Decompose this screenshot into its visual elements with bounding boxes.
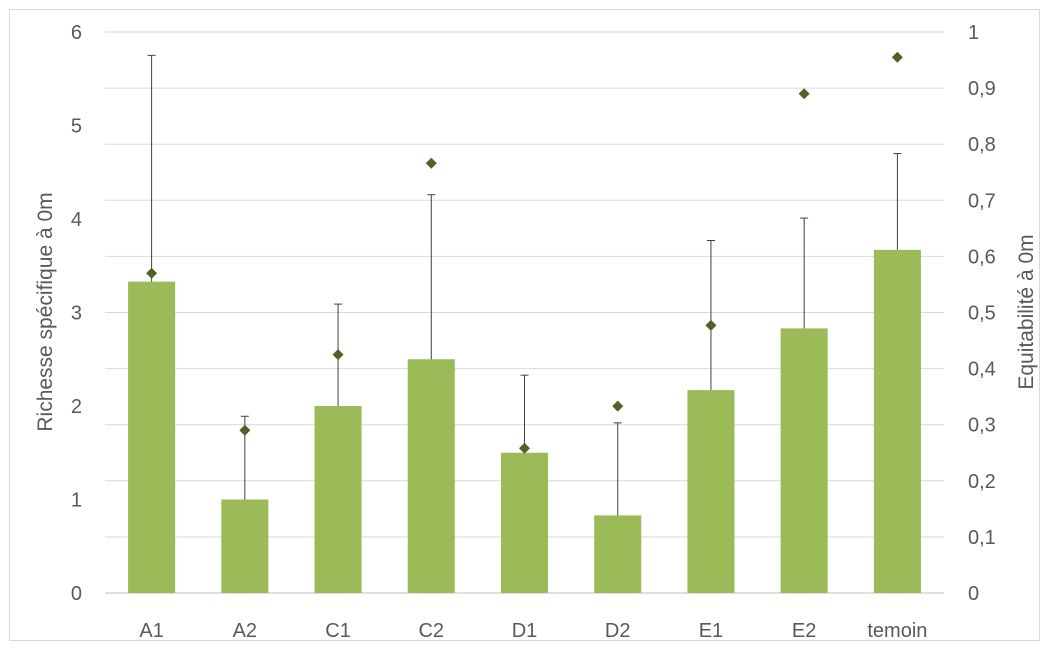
right-tick-label: 0,1 xyxy=(968,527,996,549)
right-tick-label: 0,6 xyxy=(968,246,996,268)
diamond-marker xyxy=(798,88,810,100)
x-tick-label: C2 xyxy=(418,620,444,642)
x-tick-label: temoin xyxy=(867,620,927,642)
right-tick-label: 0,5 xyxy=(968,303,996,325)
left-tick-label: 5 xyxy=(71,116,82,138)
x-tick-label: D1 xyxy=(512,620,538,642)
diamond-marker xyxy=(705,319,717,331)
left-tick-label: 4 xyxy=(71,209,82,231)
y-axis-title: Richesse spécifique à 0m xyxy=(34,192,57,431)
diamond-marker xyxy=(239,424,251,436)
x-tick-label: C1 xyxy=(325,620,351,642)
right-tick-label: 0,3 xyxy=(968,415,996,437)
bar xyxy=(314,406,362,593)
right-tick-label: 0,7 xyxy=(968,190,996,212)
left-tick-label: 3 xyxy=(71,303,82,325)
diamond-marker xyxy=(146,267,158,279)
left-axis-ticks: 0 1 2 3 4 5 6 xyxy=(71,22,82,605)
bar xyxy=(500,452,549,593)
left-tick-label: 2 xyxy=(71,396,82,418)
right-tick-label: 1 xyxy=(968,22,979,44)
x-tick-label: E2 xyxy=(792,620,816,642)
right-tick-label: 0 xyxy=(968,583,979,605)
bar xyxy=(407,359,455,593)
diamond-marker xyxy=(519,442,530,454)
bar xyxy=(687,390,735,593)
diamond-marker xyxy=(891,51,903,63)
diamond-marker xyxy=(425,157,437,169)
x-axis-ticks: A1 A2 C1 C2 D1 D2 E1 E2 temoin xyxy=(139,620,927,642)
y2-axis-title: Equitabilité à 0m xyxy=(1015,234,1038,389)
bar-series xyxy=(128,249,921,594)
right-tick-label: 0,2 xyxy=(968,471,996,493)
marker-series xyxy=(146,51,903,454)
left-tick-label: 6 xyxy=(71,22,82,44)
bar xyxy=(873,249,921,594)
right-axis-ticks: 0 0,1 0,2 0,3 0,4 0,5 0,6 0,7 0,8 0,9 1 xyxy=(968,22,996,605)
right-tick-label: 0,9 xyxy=(968,78,996,100)
x-tick-label: D2 xyxy=(605,620,631,642)
x-tick-label: E1 xyxy=(699,620,723,642)
bar xyxy=(221,499,269,593)
right-tick-label: 0,8 xyxy=(968,134,996,156)
bar xyxy=(780,328,828,593)
diamond-marker xyxy=(332,349,344,361)
right-tick-label: 0,4 xyxy=(968,359,996,381)
diamond-marker xyxy=(612,400,624,412)
bar xyxy=(594,515,642,593)
x-tick-label: A1 xyxy=(139,620,163,642)
x-tick-label: A2 xyxy=(233,620,257,642)
left-tick-label: 1 xyxy=(71,490,82,512)
left-tick-label: 0 xyxy=(71,583,82,605)
bar xyxy=(128,281,176,593)
